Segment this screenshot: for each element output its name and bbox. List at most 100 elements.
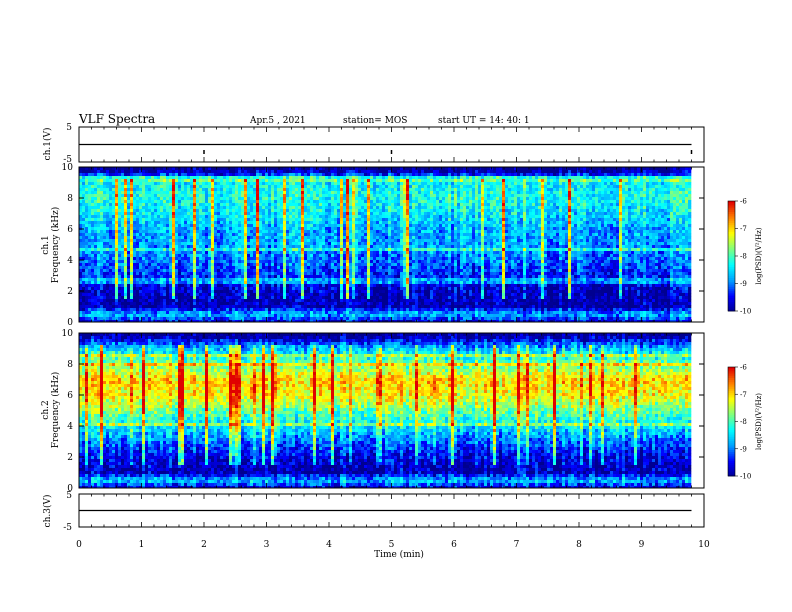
spectrogram-cell (286, 224, 290, 228)
spectrogram-cell (628, 218, 632, 222)
spectrogram-cell (394, 200, 398, 204)
spectrogram-cell (532, 179, 536, 183)
spectrogram-cell (646, 233, 650, 237)
spectrogram-cell (334, 200, 338, 204)
spectrogram-cell (517, 206, 521, 210)
spectrogram-cell (319, 239, 323, 243)
spectrogram-cell (436, 167, 440, 171)
spectrogram-cell (238, 215, 242, 219)
spectrogram-cell (607, 215, 611, 219)
spectrogram-cell (391, 218, 395, 222)
spectrogram-cell (421, 200, 425, 204)
spectrogram-cell (244, 200, 248, 204)
spectrogram-cell (304, 188, 308, 192)
spectrogram-cell (670, 212, 674, 216)
spectrogram-cell (286, 233, 290, 237)
spectrogram-cell (124, 185, 128, 189)
spectrogram-cell (520, 200, 524, 204)
spectrogram-cell (172, 167, 176, 171)
spectrogram-cell (265, 203, 269, 207)
spectrogram-cell (229, 212, 233, 216)
spectrogram-cell (463, 167, 467, 171)
spectrogram-cell (91, 176, 95, 180)
spectrogram-cell (79, 206, 83, 210)
spectrogram-cell (535, 188, 539, 192)
spectrogram-cell (208, 188, 212, 192)
spectrogram-cell (523, 197, 527, 201)
spectrogram-cell (169, 230, 173, 234)
spectrogram-cell (631, 185, 635, 189)
spectrogram-cell (565, 233, 569, 237)
spectrogram-cell (625, 185, 629, 189)
spectrogram-cell (382, 221, 386, 225)
spectrogram-cell (655, 194, 659, 198)
spectrogram-cell (652, 221, 656, 225)
spectrogram-cell (82, 176, 86, 180)
spectrogram-cell (499, 203, 503, 207)
spectrogram-cell (163, 206, 167, 210)
spectrogram-cell (607, 197, 611, 201)
spectrogram-cell (403, 200, 407, 204)
spectrogram-cell (322, 191, 326, 195)
spectrogram-cell (463, 179, 467, 183)
spectrogram-cell (124, 197, 128, 201)
spectrogram-cell (226, 173, 230, 177)
spectrogram-cell (442, 185, 446, 189)
spectrogram-cell (295, 212, 299, 216)
spectrogram-cell (415, 224, 419, 228)
spectrogram-cell (187, 185, 191, 189)
spectrogram-cell (256, 170, 260, 174)
spectrogram-cell (160, 191, 164, 195)
spectrogram-cell (274, 209, 278, 213)
spectrogram-cell (379, 206, 383, 210)
spectrogram-cell (277, 209, 281, 213)
spectrogram-cell (640, 221, 644, 225)
spectrogram-cell (133, 197, 137, 201)
spectrogram-cell (262, 182, 266, 186)
spectrogram-cell (604, 200, 608, 204)
spectrogram-cell (571, 191, 575, 195)
spectrogram-cell (343, 182, 347, 186)
spectrogram-cell (373, 221, 377, 225)
spectrogram-cell (283, 224, 287, 228)
spectrogram-cell (193, 203, 197, 207)
spectrogram-cell (382, 203, 386, 207)
spectrogram-cell (103, 185, 107, 189)
spectrogram-cell (613, 212, 617, 216)
spectrogram-cell (502, 233, 506, 237)
spectrogram-cell (391, 200, 395, 204)
spectrogram-cell (109, 200, 113, 204)
spectrogram-cell (121, 191, 125, 195)
spectrogram-cell (142, 203, 146, 207)
spectrogram-cell (604, 233, 608, 237)
spectrogram-cell (535, 233, 539, 237)
spectrogram-cell (583, 176, 587, 180)
spectrogram-cell (529, 194, 533, 198)
spectrogram-cell (259, 182, 263, 186)
spectrogram-cell (88, 191, 92, 195)
spectrogram-cell (193, 218, 197, 222)
spectrogram-cell (211, 173, 215, 177)
spectrogram-cell (229, 185, 233, 189)
spectrogram-cell (649, 185, 653, 189)
spectrogram-cell (106, 194, 110, 198)
spectrogram-cell (421, 176, 425, 180)
spectrogram-cell (640, 182, 644, 186)
spectrogram-cell (343, 218, 347, 222)
spectrogram-cell (541, 212, 545, 216)
spectrogram-cell (100, 215, 104, 219)
spectrogram-cell (133, 215, 137, 219)
spectrogram-cell (241, 188, 245, 192)
spectrogram-cell (418, 194, 422, 198)
spectrogram-cell (616, 215, 620, 219)
spectrogram-cell (238, 197, 242, 201)
spectrogram-cell (658, 185, 662, 189)
spectrogram-cell (139, 179, 143, 183)
spectrogram-cell (379, 233, 383, 237)
spectrogram-cell (88, 221, 92, 225)
spectrogram-cell (619, 170, 623, 174)
spectrogram-cell (394, 167, 398, 171)
spectrogram-cell (304, 221, 308, 225)
spectrogram-cell (535, 194, 539, 198)
spectrogram-cell (271, 218, 275, 222)
